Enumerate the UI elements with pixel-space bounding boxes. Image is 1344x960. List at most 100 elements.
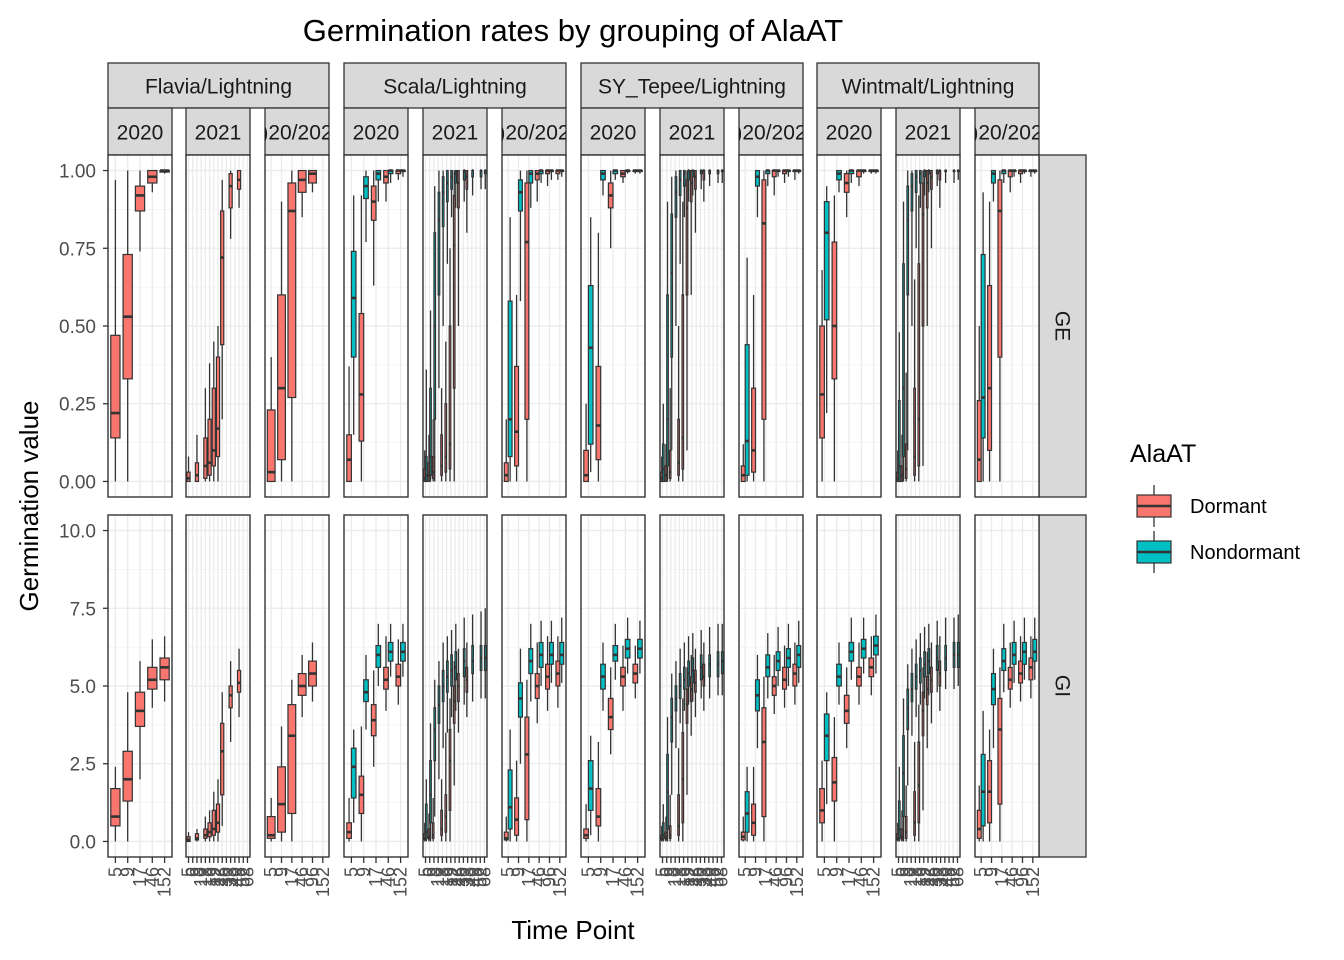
strip-grouping-sy-tepee-lightning (580, 62, 804, 109)
box-nondormant-tp-5 (507, 729, 513, 842)
strip-year-label: )20/202 (735, 122, 806, 145)
box-dormant-tp-13 (203, 816, 208, 842)
box-iqr (831, 241, 838, 380)
panel-border (185, 154, 251, 498)
box-iqr (744, 791, 750, 833)
box-nondormant-tp-16 (918, 633, 922, 705)
box-iqr (236, 669, 242, 693)
box-nondormant-tp-46 (860, 617, 867, 674)
box-nondormant-tp-152 (1032, 169, 1038, 174)
box-dormant-tp-5 (186, 456, 191, 483)
box-dormant-tp-22 (689, 169, 693, 295)
box-iqr (685, 688, 689, 724)
box-iqr (708, 654, 712, 678)
x-tick-label: 5 (341, 867, 361, 877)
box-nondormant-tp-5 (661, 804, 665, 842)
box-iqr (517, 682, 523, 718)
box-nondormant-tp-5 (424, 369, 428, 483)
panel-scala-lightning-2021-ge (422, 154, 488, 498)
box-nondormant-tp-13 (914, 639, 918, 718)
panel-border (659, 154, 725, 498)
x-tick-label: 19 (441, 867, 461, 887)
box-dormant-tp-46 (534, 169, 540, 202)
box-nondormant-tp-5 (744, 766, 750, 842)
box-iqr (831, 756, 838, 802)
box-iqr (147, 666, 158, 690)
box-dormant-tp-9 (668, 794, 672, 842)
legend-item-label: Nondormant (1190, 542, 1301, 564)
box-iqr (207, 822, 212, 838)
box-nondormant-tp-5 (897, 766, 901, 842)
x-tick-label: 46 (1002, 867, 1022, 887)
box-iqr (751, 387, 757, 473)
box-nondormant-tp-40 (944, 617, 948, 690)
x-tick-label: 5 (971, 867, 991, 877)
box-dormant-tp-13 (913, 279, 916, 482)
box-iqr (363, 176, 369, 200)
box-nondormant-tp-10 (437, 661, 441, 780)
panel-wintmalt-lightning-2021-ge (895, 154, 961, 498)
x-tick-label: 9 (661, 867, 681, 877)
box-iqr (918, 169, 922, 184)
x-tick-label: 33 (458, 867, 478, 887)
box-nondormant-tp-22 (927, 623, 931, 696)
box-iqr (702, 169, 706, 181)
box-iqr (664, 831, 668, 841)
strip-row-label-gi: GI (1051, 675, 1074, 697)
y-tick-label: 5.0 (70, 677, 96, 698)
box-nondormant-tp-152 (400, 169, 406, 177)
box-iqr (761, 179, 767, 420)
y-tick-label: 0.00 (59, 472, 96, 493)
box-iqr (765, 654, 771, 678)
box-iqr (450, 169, 453, 190)
x-tick-label: 19 (204, 867, 224, 887)
box-iqr (685, 179, 689, 296)
box-dormant-tp-152 (555, 636, 561, 708)
strip-year-scala-lightning-2020-2021 (501, 107, 567, 156)
x-tick-label: 9 (982, 867, 1002, 877)
box-iqr (444, 403, 448, 473)
box-nondormant-tp-96 (785, 623, 791, 686)
x-tick-label: 22 (682, 867, 702, 887)
box-iqr (465, 169, 469, 190)
box-nondormant-tp-6 (902, 201, 905, 482)
box-nondormant-tp-5 (507, 217, 513, 482)
box-dormant-tp-46 (771, 169, 777, 196)
box-iqr (681, 294, 685, 470)
box-dormant-tp-13 (440, 779, 443, 842)
box-nondormant-tp-6 (666, 717, 669, 842)
x-tick-label: 17 (130, 867, 150, 887)
box-nondormant-tp-152 (796, 169, 802, 174)
box-nondormant-tp-152 (559, 617, 565, 683)
box-iqr (921, 182, 925, 327)
box-dormant-tp-9 (277, 726, 286, 842)
box-nondormant-tp-46 (538, 620, 544, 686)
x-tick-label: 152 (864, 867, 884, 897)
x-tick-label: 13 (669, 867, 689, 887)
x-tick-label: 10 (191, 867, 211, 887)
box-nondormant-tp-96 (1021, 617, 1027, 680)
box-iqr (559, 641, 565, 665)
box-nondormant-tp-46 (624, 617, 631, 674)
box-dormant-tp-22 (452, 170, 456, 482)
box-dormant-tp-96 (545, 636, 551, 711)
box-nondormant-tp-10 (674, 661, 678, 749)
x-tick-label: 40 (462, 867, 482, 887)
box-iqr (689, 169, 693, 203)
box-iqr (452, 685, 456, 724)
box-iqr (612, 644, 619, 662)
box-iqr (528, 169, 534, 184)
x-tick-label: 5 (498, 867, 518, 877)
box-iqr (761, 707, 767, 818)
y-tick-label: 0.50 (59, 317, 96, 338)
x-tick-label: 5 (814, 867, 834, 877)
box-nondormant-tp-9 (363, 170, 369, 243)
box-nondormant-tp-52 (716, 169, 720, 183)
box-dormant-tp-19 (685, 170, 689, 451)
panel-border (264, 514, 330, 858)
box-dormant-tp-9 (831, 195, 838, 482)
box-dormant-tp-13 (677, 326, 680, 482)
box-dormant-tp-33 (702, 169, 706, 202)
box-nondormant-tp-152 (559, 169, 565, 177)
box-iqr (913, 387, 916, 476)
